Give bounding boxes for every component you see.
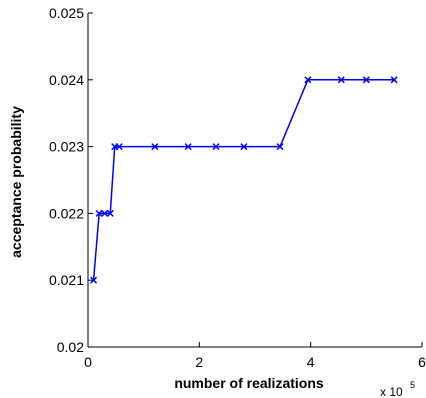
data-point-marker (337, 76, 345, 84)
data-point-marker (240, 143, 248, 151)
x-tick-label: 2 (195, 354, 203, 370)
x-axis-label: number of realizations (174, 375, 324, 391)
data-point-marker (95, 209, 103, 217)
data-point-marker (212, 143, 220, 151)
marker-stroke (276, 143, 284, 151)
series-layer (90, 76, 398, 284)
x-ticks: 0 2 4 6 (84, 342, 426, 370)
marker-stroke (106, 209, 114, 217)
data-point-marker (90, 276, 98, 284)
data-point-marker (106, 209, 114, 217)
y-axis-label: acceptance probability (8, 106, 24, 258)
y-tick-label: 0.02 (57, 339, 84, 355)
data-point-marker (184, 143, 192, 151)
marker-stroke (212, 143, 220, 151)
x-multiplier-label: x 10 (380, 385, 403, 398)
data-point-marker (304, 76, 312, 84)
data-point-marker (276, 143, 284, 151)
marker-stroke (240, 143, 248, 151)
marker-stroke (101, 209, 109, 217)
marker-stroke (151, 143, 159, 151)
marker-stroke (362, 76, 370, 84)
marker-stroke (304, 76, 312, 84)
x-tick-label: 4 (307, 354, 315, 370)
y-tick-label: 0.022 (49, 205, 84, 221)
marker-stroke (95, 209, 103, 217)
series-line (92, 79, 395, 281)
x-tick-label: 6 (418, 354, 426, 370)
x-multiplier-exponent: 5 (410, 380, 415, 390)
data-point-marker (151, 143, 159, 151)
marker-stroke (390, 76, 398, 84)
y-tick-label: 0.025 (49, 5, 84, 21)
data-point-marker (115, 143, 123, 151)
y-ticks: 0.02 0.021 0.022 0.023 0.024 0.025 (49, 5, 93, 355)
marker-stroke (184, 143, 192, 151)
marker-stroke (90, 276, 98, 284)
data-point-marker (101, 209, 109, 217)
marker-stroke (337, 76, 345, 84)
x-tick-label: 0 (84, 354, 92, 370)
y-tick-label: 0.024 (49, 72, 84, 88)
marker-stroke (115, 143, 123, 151)
data-point-marker (362, 76, 370, 84)
y-tick-label: 0.023 (49, 139, 84, 155)
axes (87, 13, 422, 348)
y-tick-label: 0.021 (49, 272, 84, 288)
data-point-marker (390, 76, 398, 84)
